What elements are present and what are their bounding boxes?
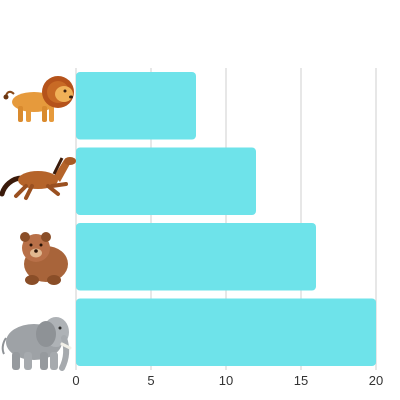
bar-elephant bbox=[76, 298, 376, 367]
x-tick-label: 0 bbox=[72, 373, 79, 388]
bar-horse bbox=[76, 147, 256, 216]
bar-bear bbox=[76, 222, 316, 291]
lion-icon bbox=[3, 76, 74, 122]
x-tick-labels: 0 5 10 15 20 bbox=[72, 373, 383, 388]
horse-icon bbox=[0, 157, 76, 200]
x-tick-label: 20 bbox=[369, 373, 383, 388]
bars bbox=[76, 71, 376, 367]
bear-icon bbox=[20, 232, 68, 285]
bar-lion bbox=[76, 71, 196, 140]
x-tick-label: 10 bbox=[219, 373, 233, 388]
elephant-icon bbox=[1, 317, 72, 371]
x-tick-label: 15 bbox=[294, 373, 308, 388]
x-tick-label: 5 bbox=[147, 373, 154, 388]
